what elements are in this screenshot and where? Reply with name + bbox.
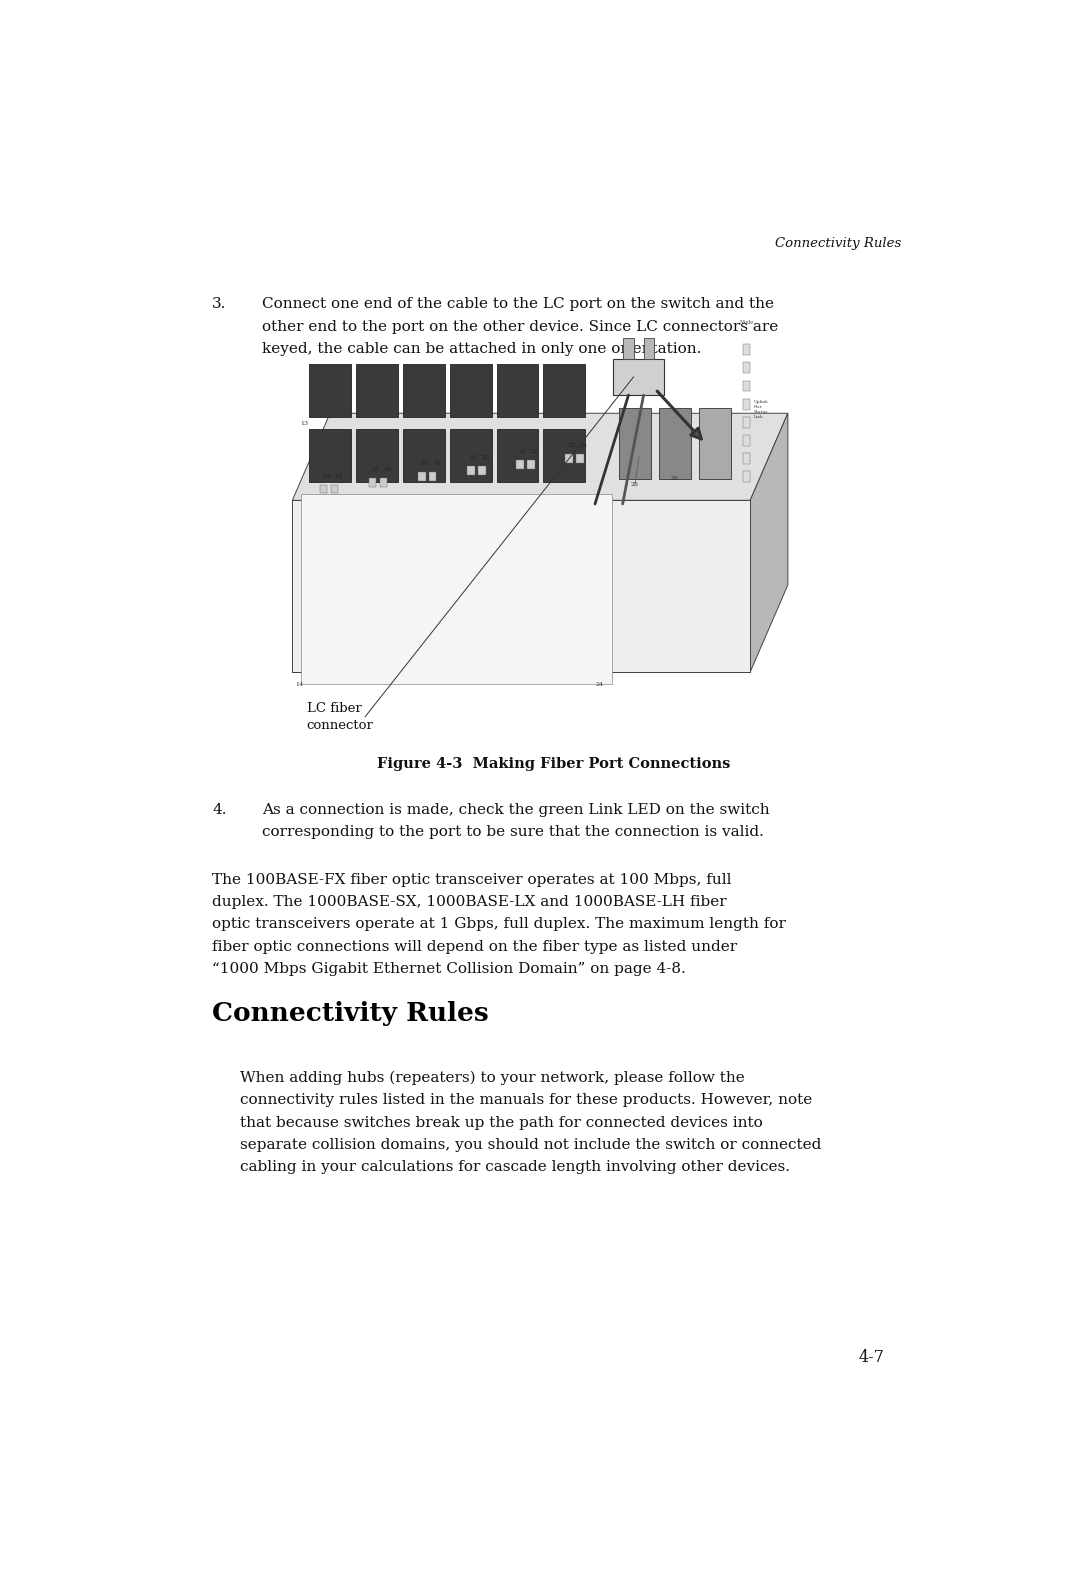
FancyBboxPatch shape — [429, 473, 436, 480]
FancyBboxPatch shape — [330, 485, 338, 493]
FancyBboxPatch shape — [644, 338, 653, 360]
FancyBboxPatch shape — [619, 408, 650, 479]
Text: 25: 25 — [631, 482, 638, 487]
FancyBboxPatch shape — [743, 399, 751, 410]
Text: 18: 18 — [432, 462, 441, 466]
FancyBboxPatch shape — [743, 363, 751, 374]
FancyBboxPatch shape — [743, 471, 751, 482]
Polygon shape — [300, 495, 612, 685]
FancyBboxPatch shape — [613, 360, 663, 396]
Text: 4.: 4. — [212, 802, 227, 816]
FancyBboxPatch shape — [320, 485, 327, 493]
Text: Mode: Mode — [740, 320, 754, 325]
FancyBboxPatch shape — [543, 364, 585, 418]
FancyBboxPatch shape — [527, 460, 535, 469]
Text: 26: 26 — [671, 476, 679, 480]
FancyBboxPatch shape — [577, 454, 584, 463]
Text: When adding hubs (repeaters) to your network, please follow the: When adding hubs (repeaters) to your net… — [240, 1071, 744, 1085]
FancyBboxPatch shape — [497, 429, 539, 482]
Text: 20: 20 — [482, 455, 489, 460]
FancyBboxPatch shape — [449, 364, 491, 418]
FancyBboxPatch shape — [309, 429, 351, 482]
FancyBboxPatch shape — [516, 460, 524, 469]
FancyBboxPatch shape — [356, 364, 397, 418]
FancyBboxPatch shape — [743, 454, 751, 465]
FancyBboxPatch shape — [497, 364, 539, 418]
FancyBboxPatch shape — [743, 344, 751, 355]
Polygon shape — [751, 413, 788, 672]
Text: 16: 16 — [383, 468, 391, 473]
Text: 21: 21 — [518, 449, 527, 454]
Text: Connectivity Rules: Connectivity Rules — [212, 1000, 489, 1025]
Text: corresponding to the port to be sure that the connection is valid.: corresponding to the port to be sure tha… — [262, 824, 764, 838]
FancyBboxPatch shape — [380, 479, 388, 487]
Text: 14: 14 — [334, 474, 342, 479]
FancyBboxPatch shape — [369, 479, 377, 487]
Text: separate collision domains, you should not include the switch or connected: separate collision domains, you should n… — [240, 1138, 821, 1152]
Text: fiber optic connections will depend on the fiber type as listed under: fiber optic connections will depend on t… — [212, 940, 738, 953]
Text: keyed, the cable can be attached in only one orientation.: keyed, the cable can be attached in only… — [262, 342, 702, 356]
Text: 13: 13 — [300, 421, 308, 427]
FancyBboxPatch shape — [309, 364, 351, 418]
Polygon shape — [293, 501, 751, 672]
FancyBboxPatch shape — [418, 473, 426, 480]
Text: 17: 17 — [420, 462, 429, 466]
Text: Connect one end of the cable to the LC port on the switch and the: Connect one end of the cable to the LC p… — [262, 297, 774, 311]
Text: other end to the port on the other device. Since LC connectors are: other end to the port on the other devic… — [262, 320, 779, 333]
Text: connectivity rules listed in the manuals for these products. However, note: connectivity rules listed in the manuals… — [240, 1093, 812, 1107]
FancyBboxPatch shape — [403, 429, 445, 482]
Text: duplex. The 1000BASE-SX, 1000BASE-LX and 1000BASE-LH fiber: duplex. The 1000BASE-SX, 1000BASE-LX and… — [212, 895, 727, 909]
Text: 15: 15 — [372, 468, 379, 473]
Text: 19: 19 — [470, 455, 477, 460]
Text: 4-7: 4-7 — [859, 1349, 885, 1366]
Text: that because switches break up the path for connected devices into: that because switches break up the path … — [240, 1116, 762, 1130]
Text: Figure 4-3  Making Fiber Port Connections: Figure 4-3 Making Fiber Port Connections — [377, 757, 730, 771]
FancyBboxPatch shape — [356, 429, 397, 482]
Text: Connectivity Rules: Connectivity Rules — [774, 237, 901, 250]
FancyBboxPatch shape — [743, 418, 751, 427]
Polygon shape — [293, 413, 788, 501]
FancyBboxPatch shape — [743, 435, 751, 446]
Text: 22: 22 — [530, 449, 539, 454]
Text: 24: 24 — [580, 443, 588, 447]
FancyBboxPatch shape — [543, 429, 585, 482]
FancyBboxPatch shape — [699, 408, 731, 479]
Text: The 100BASE-FX fiber optic transceiver operates at 100 Mbps, full: The 100BASE-FX fiber optic transceiver o… — [212, 873, 731, 887]
FancyBboxPatch shape — [478, 466, 486, 474]
FancyBboxPatch shape — [743, 380, 751, 391]
Text: optic transceivers operate at 1 Gbps, full duplex. The maximum length for: optic transceivers operate at 1 Gbps, fu… — [212, 917, 786, 931]
FancyBboxPatch shape — [403, 364, 445, 418]
Text: 13: 13 — [322, 474, 330, 479]
Text: LC fiber
connector: LC fiber connector — [307, 702, 374, 732]
Text: As a connection is made, check the green Link LED on the switch: As a connection is made, check the green… — [262, 802, 770, 816]
Text: 23: 23 — [568, 443, 576, 447]
Text: Uplink
Pwr
Status
Link: Uplink Pwr Status Link — [754, 400, 768, 419]
Text: 3.: 3. — [212, 297, 227, 311]
FancyBboxPatch shape — [623, 338, 634, 360]
FancyBboxPatch shape — [566, 454, 573, 463]
FancyBboxPatch shape — [468, 466, 475, 474]
Text: cabling in your calculations for cascade length involving other devices.: cabling in your calculations for cascade… — [240, 1160, 789, 1174]
FancyBboxPatch shape — [659, 408, 691, 479]
FancyBboxPatch shape — [449, 429, 491, 482]
Text: 14: 14 — [295, 681, 303, 686]
Text: “1000 Mbps Gigabit Ethernet Collision Domain” on page 4-8.: “1000 Mbps Gigabit Ethernet Collision Do… — [212, 962, 686, 977]
Text: 24: 24 — [595, 681, 604, 686]
